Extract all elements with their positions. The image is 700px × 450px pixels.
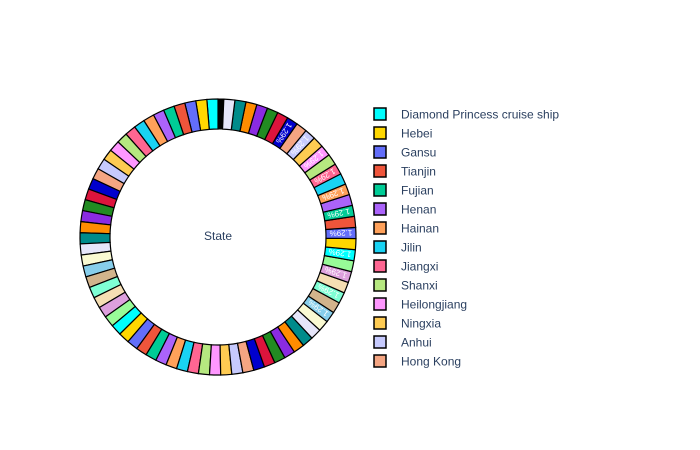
legend-item[interactable]: Anhui	[373, 335, 432, 350]
slice-label: 1.29%	[327, 207, 351, 220]
legend-label: Jilin	[401, 241, 422, 255]
legend-swatch	[373, 240, 387, 254]
hole-label: State	[204, 229, 232, 243]
legend[interactable]: Diamond Princess cruise ship Hebei Gansu Ti…	[373, 107, 559, 369]
legend-swatch	[373, 278, 387, 292]
legend-item[interactable]: Hong Kong	[373, 354, 461, 369]
legend-item[interactable]: Tianjin	[373, 164, 436, 179]
legend-label: Heilongjiang	[401, 298, 467, 312]
legend-label: Shanxi	[401, 279, 438, 293]
legend-swatch	[373, 316, 387, 330]
legend-label: Ningxia	[401, 317, 441, 331]
legend-swatch	[373, 164, 387, 178]
legend-swatch	[373, 259, 387, 273]
legend-swatch	[373, 145, 387, 159]
legend-label: Hebei	[401, 127, 432, 141]
legend-label: Gansu	[401, 146, 436, 160]
legend-label: Hainan	[401, 222, 439, 236]
legend-label: Fujian	[401, 184, 434, 198]
legend-swatch	[373, 107, 387, 121]
slice-label: 1.29%	[329, 228, 352, 238]
legend-label: Hong Kong	[401, 355, 461, 369]
legend-item[interactable]: Diamond Princess cruise ship	[373, 107, 559, 122]
legend-item[interactable]: Shanxi	[373, 278, 438, 293]
legend-swatch	[373, 183, 387, 197]
legend-item[interactable]: Jiangxi	[373, 259, 438, 274]
legend-label: Diamond Princess cruise ship	[401, 108, 559, 122]
legend-swatch	[373, 202, 387, 216]
legend-item[interactable]: Gansu	[373, 145, 436, 160]
legend-label: Anhui	[401, 336, 432, 350]
legend-item[interactable]: Fujian	[373, 183, 434, 198]
legend-swatch	[373, 354, 387, 368]
legend-item[interactable]: Ningxia	[373, 316, 441, 331]
legend-item[interactable]: Henan	[373, 202, 436, 217]
legend-swatch	[373, 221, 387, 235]
legend-item[interactable]: Hainan	[373, 221, 439, 236]
legend-item[interactable]: Hebei	[373, 126, 432, 141]
slice-label: 1.29%	[328, 247, 352, 259]
legend-item[interactable]: Heilongjiang	[373, 297, 467, 312]
legend-swatch	[373, 335, 387, 349]
legend-label: Tianjin	[401, 165, 436, 179]
legend-swatch	[373, 126, 387, 140]
legend-label: Jiangxi	[401, 260, 438, 274]
pie-slice[interactable]	[208, 344, 222, 376]
legend-item[interactable]: Jilin	[373, 240, 422, 255]
legend-swatch	[373, 297, 387, 311]
legend-label: Henan	[401, 203, 436, 217]
pie-slices	[79, 98, 357, 376]
